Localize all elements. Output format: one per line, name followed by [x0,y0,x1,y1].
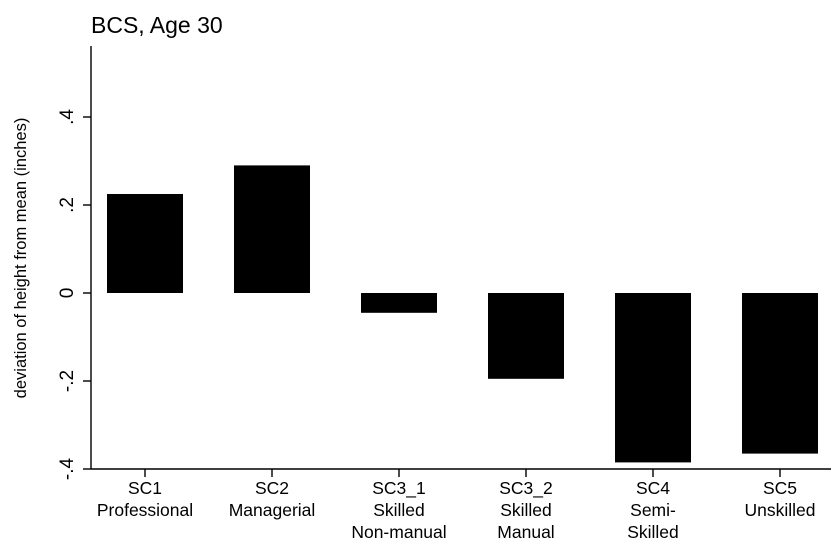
x-category-label: Non-manual [351,522,446,542]
bar-sc1 [107,194,183,293]
y-axis-label: deviation of height from mean (inches) [12,118,30,399]
x-category-label: SC3_2 [499,478,553,499]
x-category-label: Manual [497,522,554,542]
y-tick-label: .4 [57,109,78,125]
bar-sc4 [615,293,691,463]
y-tick-label: 0 [57,288,78,299]
x-category-label: Skilled [500,500,552,520]
x-category-label: SC1 [128,478,162,498]
x-category-label: Managerial [229,500,316,520]
bar-sc2 [234,165,310,293]
x-category-label: SC4 [636,478,670,498]
x-category-label: Semi- [630,500,676,520]
y-tick-label: .2 [57,197,78,213]
x-category-label: Skilled [373,500,425,520]
bar-sc3-1 [361,293,437,313]
chart-title: BCS, Age 30 [91,12,223,38]
x-category-label: Unskilled [745,500,816,520]
y-tick-label: -.2 [57,370,78,392]
x-category-label: Skilled [627,522,679,542]
x-category-label: SC3_1 [372,478,426,499]
x-category-label: Professional [97,500,193,520]
bars [107,165,818,463]
x-category-label: SC5 [763,478,797,498]
x-category-labels: SC1ProfessionalSC2ManagerialSC3_1Skilled… [97,469,816,542]
bar-sc3-2 [488,293,564,379]
x-category-label: SC2 [255,478,289,498]
y-ticks: -.4 -.2 0 .2 .4 [57,109,91,480]
y-tick-label: -.4 [57,457,78,480]
bar-sc5 [742,293,818,454]
